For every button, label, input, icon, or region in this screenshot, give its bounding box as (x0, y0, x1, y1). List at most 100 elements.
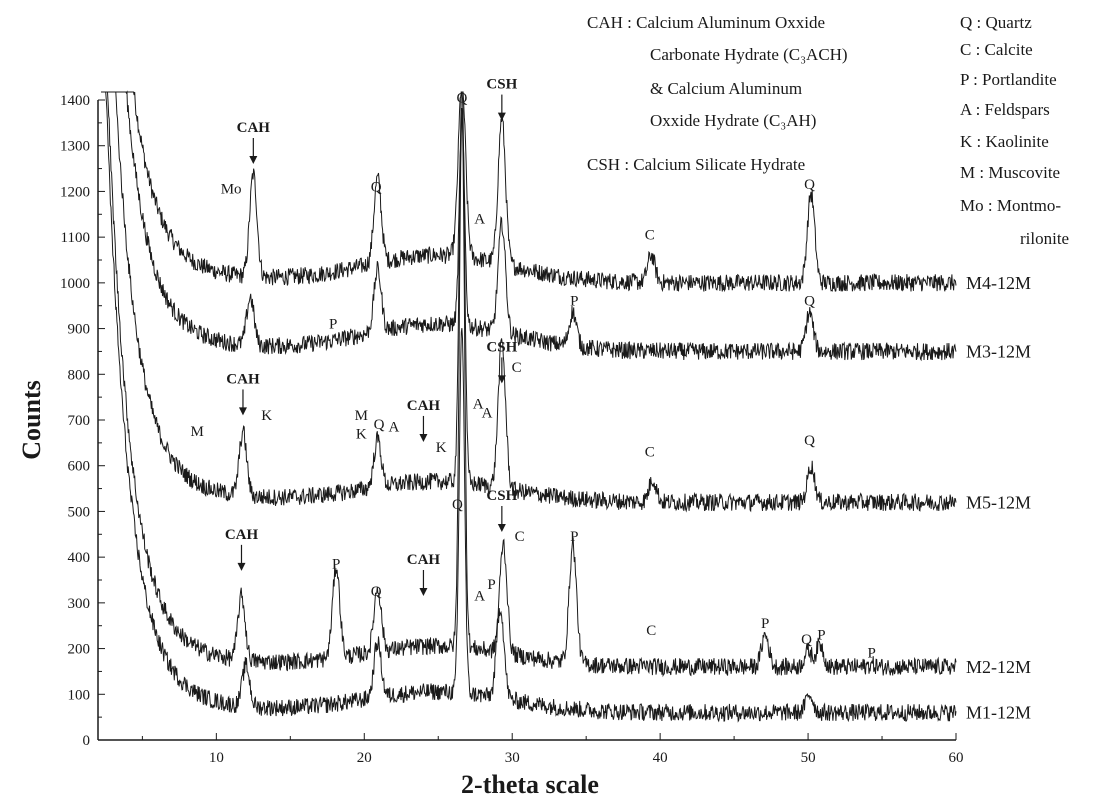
legend-right-line: rilonite (1020, 229, 1069, 248)
trace-line (101, 91, 957, 293)
peak-label: Q (374, 417, 385, 433)
x-tick-label: 20 (357, 750, 372, 766)
y-tick-label: 800 (68, 367, 91, 383)
peak-label: Q (371, 584, 382, 600)
y-tick-label: 1200 (60, 184, 90, 200)
peak-label: CAH (407, 552, 441, 568)
legend-right-line: K : Kaolinite (960, 132, 1049, 151)
y-tick-label: 1100 (61, 230, 90, 246)
y-tick-label: 1400 (60, 93, 90, 109)
peak-label: P (332, 557, 340, 573)
x-tick-label: 30 (505, 750, 520, 766)
legend-left-line: & Calcium Aluminum (650, 79, 802, 98)
peak-arrowhead (419, 433, 428, 442)
y-tick-label: 100 (68, 687, 91, 703)
trace-line (101, 91, 957, 723)
y-tick-label: 900 (68, 322, 91, 338)
peak-label: K (356, 426, 367, 442)
trace-line (101, 91, 957, 513)
x-tick-label: 40 (653, 750, 668, 766)
peak-label: CSH (486, 339, 517, 355)
legend-right: Q : Quartz C : Calcite P : Portlandite A… (960, 13, 1069, 248)
peak-arrowhead (497, 524, 506, 532)
x-tick-label: 60 (949, 750, 964, 766)
sample-label: M4-12M (966, 273, 1031, 293)
y-tick-label: 200 (68, 642, 91, 658)
legend-right-line: A : Feldspars (960, 100, 1050, 119)
legend-left-line: Oxxide Hydrate (C₃AH) (650, 111, 816, 130)
peak-label: CAH (407, 398, 441, 414)
peak-arrowhead (238, 407, 247, 416)
peak-label: CSH (486, 77, 517, 93)
trace-line (101, 90, 957, 362)
legend-right-line: M : Muscovite (960, 163, 1060, 182)
peak-label: C (515, 529, 525, 545)
peak-label: C (645, 445, 655, 461)
legend-right-line: Mo : Montmo- (960, 196, 1061, 215)
y-tick-label: 300 (68, 596, 91, 612)
y-tick-label: 500 (68, 504, 91, 520)
peak-label: P (868, 646, 876, 662)
peak-label: Q (452, 497, 463, 513)
y-tick-label: 600 (68, 459, 91, 475)
legend-left-line: CSH : Calcium Silicate Hydrate (587, 155, 805, 174)
peak-label: P (487, 577, 495, 593)
peak-label: CAH (225, 527, 259, 543)
peak-label: A (474, 211, 485, 227)
trace-line (101, 91, 957, 678)
peak-label: M (190, 424, 203, 440)
peak-label: C (512, 360, 522, 376)
peak-label: CSH (486, 488, 517, 504)
peak-label: Q (371, 179, 382, 195)
peak-label: Mo (221, 182, 242, 198)
legend-left: CAH : Calcium Aluminum Oxxide Carbonate … (587, 13, 848, 174)
peak-label: Q (804, 294, 815, 310)
sample-label: M3-12M (966, 341, 1031, 361)
peak-label: Q (804, 433, 815, 449)
peak-label: Q (456, 90, 467, 106)
peak-arrowhead (497, 375, 506, 384)
y-tick-label: 400 (68, 550, 91, 566)
peak-label: A (474, 589, 485, 605)
peak-label: Q (801, 632, 812, 648)
peak-label: P (570, 529, 578, 545)
peak-label: Q (804, 177, 815, 193)
axes: 0 100 200 300 400 500 600 700 800 900 1000 1100 1200… (60, 93, 964, 766)
y-tick-label: 700 (68, 413, 91, 429)
y-tick-label: 0 (83, 733, 91, 749)
peak-label: C (645, 227, 655, 243)
peak-label: CAH (226, 371, 260, 387)
sample-label: M5-12M (966, 492, 1031, 512)
peak-label: P (761, 616, 769, 632)
x-tick-label: 50 (801, 750, 816, 766)
peak-label: A (473, 397, 484, 413)
peak-label: A (482, 406, 493, 422)
x-axis-title: 2-theta scale (461, 770, 599, 799)
sample-labels: M4-12M M3-12M M5-12M M2-12M M1-12M (966, 273, 1031, 723)
peak-label: M (355, 408, 368, 424)
peak-arrowhead (419, 588, 428, 596)
legend-left-line: Carbonate Hydrate (C₃ACH) (650, 45, 848, 64)
peak-label: K (436, 440, 447, 456)
traces (101, 90, 957, 723)
x-tick-label: 10 (209, 750, 224, 766)
peak-arrowhead (249, 156, 258, 164)
sample-label: M1-12M (966, 703, 1031, 723)
y-axis-title: Counts (17, 380, 46, 459)
y-tick-label: 1300 (60, 139, 90, 155)
peak-label: P (329, 317, 337, 333)
legend-left-line: CAH : Calcium Aluminum Oxxide (587, 13, 825, 32)
legend-right-line: C : Calcite (960, 40, 1033, 59)
legend-right-line: P : Portlandite (960, 70, 1057, 89)
peak-arrowhead (497, 112, 506, 121)
peak-label: P (817, 627, 825, 643)
peak-arrowhead (237, 562, 246, 571)
sample-label: M2-12M (966, 657, 1031, 677)
y-tick-label: 1000 (60, 276, 90, 292)
peak-label: A (388, 419, 399, 435)
peak-label: K (261, 408, 272, 424)
legend-right-line: Q : Quartz (960, 13, 1032, 32)
peak-label: CAH (237, 120, 271, 136)
